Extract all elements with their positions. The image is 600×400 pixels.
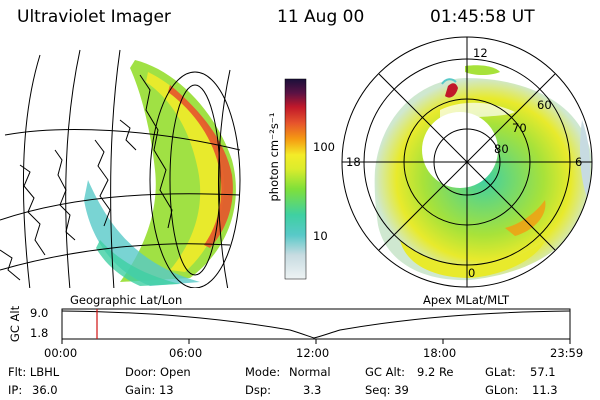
gain-info: Gain: 13 xyxy=(125,383,174,397)
alt-x-tick-4: 23:59 xyxy=(550,346,584,360)
mlt-6-label: 6 xyxy=(575,155,583,169)
glon-value: 11.3 xyxy=(532,383,558,397)
mlat-70-label: 70 xyxy=(512,121,527,135)
altitude-plot xyxy=(61,308,571,344)
gc-alt-value: 9.2 Re xyxy=(417,365,454,379)
mlt-12-label: 12 xyxy=(473,46,488,60)
polar-panel xyxy=(341,36,593,288)
alt-x-tick-2: 12:00 xyxy=(296,346,330,360)
alt-x-tick-3: 18:00 xyxy=(423,346,457,360)
mlt-0-label: 0 xyxy=(468,266,476,280)
dsp-label: Dsp: xyxy=(245,383,272,397)
gc-alt-axis-label: GC Alt xyxy=(8,305,22,343)
glon-label: GLon: xyxy=(485,383,519,397)
mode-value: Normal xyxy=(289,365,331,379)
seq-info: Seq: 39 xyxy=(365,383,409,397)
colorbar-unit-label: photon cm⁻²s⁻¹ xyxy=(267,112,281,202)
glat-value: 57.1 xyxy=(530,365,556,379)
colorbar-tick-10: 10 xyxy=(313,229,328,243)
geographic-label: Geographic Lat/Lon xyxy=(70,293,183,307)
apex-label: Apex MLat/MLT xyxy=(423,293,510,307)
instrument-title: Ultraviolet Imager xyxy=(17,7,171,27)
altitude-curve xyxy=(61,310,571,339)
dsp-value: 3.3 xyxy=(303,383,322,397)
mlt-18-label: 18 xyxy=(346,155,361,169)
date-label: 11 Aug 00 xyxy=(277,7,365,27)
colorbar-gradient xyxy=(284,78,307,280)
ip-value: 36.0 xyxy=(32,383,58,397)
polar-boundary xyxy=(341,36,593,288)
alt-x-tick-0: 00:00 xyxy=(44,346,78,360)
alt-y-bottom: 1.8 xyxy=(30,326,49,340)
ip-label: IP: xyxy=(8,383,23,397)
alt-y-top: 9.0 xyxy=(30,306,49,320)
alt-x-tick-1: 06:00 xyxy=(169,346,203,360)
mlat-60-label: 60 xyxy=(537,98,552,112)
filter-info: Flt: LBHL xyxy=(8,365,60,379)
gc-alt-label: GC Alt: xyxy=(365,365,406,379)
door-info: Door: Open xyxy=(125,365,191,379)
glat-label: GLat: xyxy=(485,365,516,379)
geographic-panel xyxy=(0,49,241,288)
mlat-80-label: 80 xyxy=(494,142,509,156)
mode-label: Mode: xyxy=(245,365,281,379)
colorbar-tick-100: 100 xyxy=(313,140,335,154)
time-label: 01:45:58 UT xyxy=(430,7,535,27)
